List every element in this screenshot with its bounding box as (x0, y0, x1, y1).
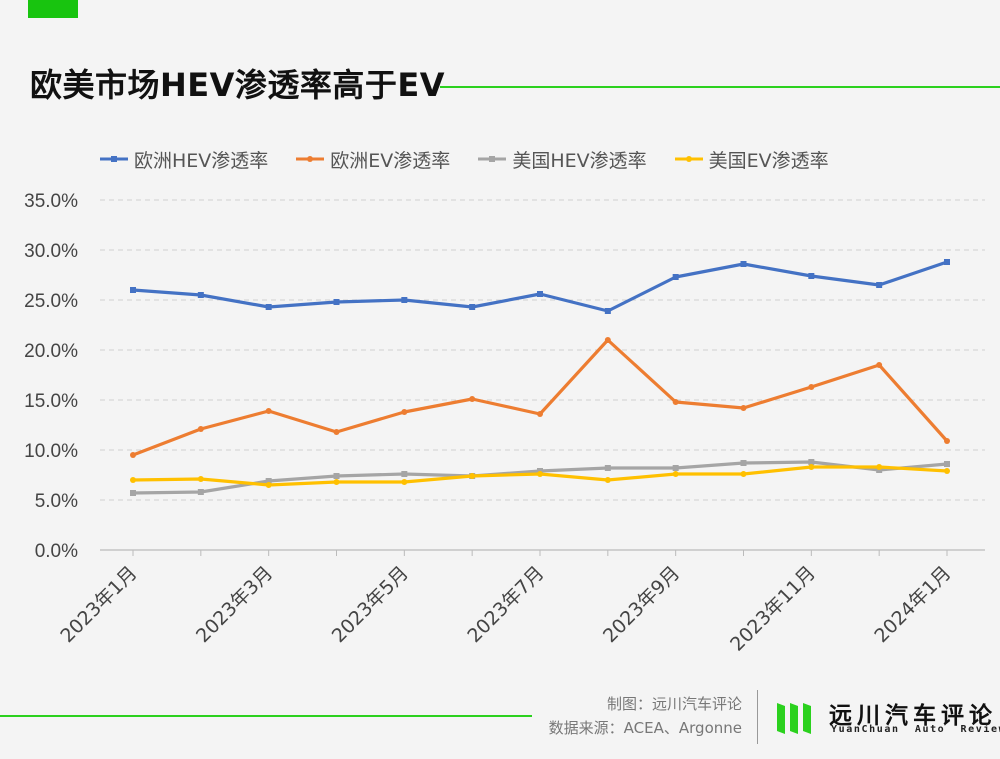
legend-label-eu-hev: 欧洲HEV渗透率 (134, 149, 269, 172)
page-title: 欧美市场HEV渗透率高于EV (30, 66, 446, 104)
legend-label-eu-ev: 欧洲EV渗透率 (330, 149, 451, 172)
data-point (333, 473, 340, 479)
data-point (130, 477, 136, 483)
data-point (672, 465, 679, 471)
corner-accent-block (28, 0, 78, 18)
data-point (740, 405, 747, 411)
x-tick-label: 2023年1月 (56, 562, 141, 647)
data-point (672, 399, 679, 405)
legend-marker-eu-ev (296, 156, 325, 162)
title-underline (440, 86, 1000, 88)
data-point (943, 259, 950, 265)
y-tick-label: 20.0% (24, 341, 78, 362)
data-point (740, 471, 747, 477)
credit-author: 制图：远川汽车评论 (606, 695, 742, 713)
y-tick-label: 35.0% (24, 191, 78, 212)
x-tick-label: 2023年9月 (599, 562, 684, 647)
y-tick-label: 25.0% (24, 291, 78, 312)
series-1 (130, 337, 950, 458)
chart-series (130, 259, 950, 496)
data-point (333, 479, 340, 485)
data-point (469, 473, 476, 479)
legend-item-us-hev[interactable]: 美国HEV渗透率 (478, 146, 647, 173)
data-point (808, 384, 815, 390)
data-point (604, 477, 611, 483)
series-2 (130, 459, 950, 496)
x-tick-label: 2023年11月 (726, 562, 820, 656)
legend-marker-us-hev (478, 156, 507, 162)
legend-label-us-hev: 美国HEV渗透率 (512, 149, 647, 172)
data-point (265, 482, 272, 488)
data-point (130, 490, 136, 496)
data-point (808, 459, 815, 465)
legend-label-us-ev: 美国EV渗透率 (708, 149, 829, 172)
data-point (740, 460, 747, 466)
chart-gridlines (100, 199, 985, 501)
data-point (740, 261, 747, 267)
legend-item-eu-hev[interactable]: 欧洲HEV渗透率 (100, 146, 268, 173)
y-tick-label: 15.0% (24, 391, 78, 412)
brand-logo-icon (777, 703, 811, 734)
series-0 (130, 259, 950, 314)
brand-name: 远川汽车评论 (829, 703, 997, 729)
brand-name-english: YuanChuan Auto Review (831, 724, 1000, 735)
x-tick-label: 2023年3月 (192, 562, 277, 647)
data-point (197, 489, 204, 495)
footer-divider (757, 690, 758, 744)
data-point (401, 297, 408, 303)
data-point (401, 409, 408, 415)
data-point (333, 429, 340, 435)
data-point (604, 465, 611, 471)
data-point (197, 476, 204, 482)
chart-credits: 制图：远川汽车评论 数据来源：ACEA、Argonne (549, 692, 742, 740)
legend-item-us-ev[interactable]: 美国EV渗透率 (674, 146, 829, 173)
data-point (876, 282, 883, 288)
legend-marker-us-ev (674, 156, 703, 162)
data-point (536, 411, 543, 417)
data-point (876, 362, 883, 368)
legend-item-eu-ev[interactable]: 欧洲EV渗透率 (296, 146, 450, 173)
data-point (130, 287, 136, 293)
data-point (672, 471, 679, 477)
data-point (469, 396, 476, 402)
y-tick-label: 5.0% (35, 491, 78, 512)
series-line (131, 260, 949, 313)
y-tick-label: 30.0% (24, 241, 78, 262)
data-point (333, 299, 340, 305)
data-point (943, 468, 950, 474)
data-point (197, 426, 204, 432)
data-point (265, 408, 272, 414)
data-point (604, 337, 611, 343)
data-point (876, 464, 883, 470)
data-point (604, 308, 611, 314)
chart-tick-labels: 0.0% 5.0% 10.0% 15.0% 20.0% 25.0% 30.0% 35.0% 20… (24, 191, 955, 656)
credit-source: 数据来源：ACEA、Argonne (548, 719, 742, 737)
data-point (943, 461, 950, 467)
x-tick-label: 2023年5月 (328, 562, 413, 647)
data-point (536, 291, 543, 297)
data-point (197, 292, 204, 298)
y-tick-label: 10.0% (24, 441, 78, 462)
x-tick-label: 2024年1月 (870, 562, 955, 647)
data-point (672, 274, 679, 280)
legend-marker-eu-hev (100, 156, 128, 162)
data-point (130, 452, 136, 458)
data-point (808, 464, 815, 470)
chart-legend: 欧洲HEV渗透率 欧洲EV渗透率 美国HEV渗透率 美国EV渗透率 (100, 145, 829, 173)
data-point (536, 471, 543, 477)
series-3 (130, 464, 950, 488)
y-tick-label: 0.0% (35, 541, 78, 562)
data-point (401, 479, 408, 485)
data-point (265, 478, 272, 484)
data-point (469, 304, 476, 310)
x-tick-label: 2023年7月 (463, 562, 548, 647)
data-point (943, 438, 950, 444)
chart-axes (100, 549, 985, 556)
series-line (131, 338, 949, 457)
data-point (401, 471, 408, 477)
data-point (808, 273, 815, 279)
data-point (265, 304, 272, 310)
footer-accent-line (0, 715, 532, 717)
